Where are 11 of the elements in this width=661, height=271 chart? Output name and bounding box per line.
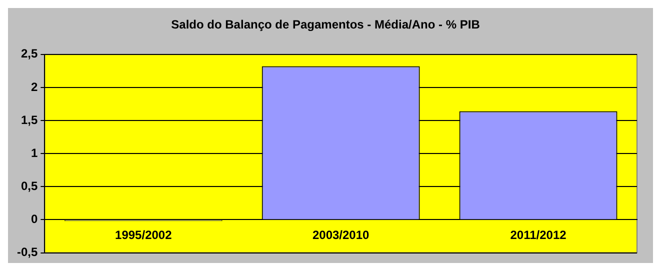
y-tick-label: -0,5 bbox=[16, 245, 38, 260]
y-tick-label: 2,5 bbox=[20, 46, 38, 61]
chart-title: Saldo do Balanço de Pagamentos - Média/Ano - % PIB bbox=[171, 18, 480, 32]
y-tick-label: 0,5 bbox=[20, 178, 38, 193]
y-tick-label: 1,5 bbox=[20, 112, 38, 127]
x-tick-label: 2003/2010 bbox=[312, 228, 370, 242]
x-tick-label: 1995/2002 bbox=[115, 228, 172, 242]
y-tick-label: 0 bbox=[30, 212, 38, 226]
y-tick-label: 2 bbox=[30, 80, 38, 94]
y-tick-label: 1 bbox=[30, 146, 38, 160]
x-tick-label: 2011/2012 bbox=[510, 228, 567, 242]
